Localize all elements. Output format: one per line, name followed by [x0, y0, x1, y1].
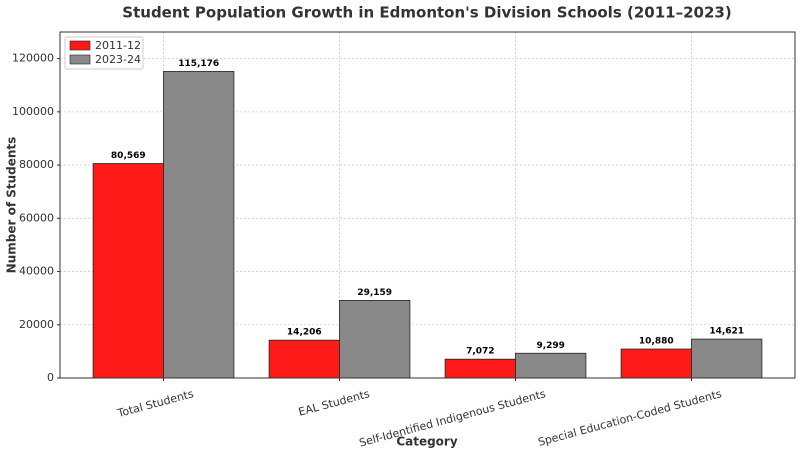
value-label: 7,072 [466, 347, 494, 357]
plot-frame [59, 31, 796, 379]
chart-title: Student Population Growth in Edmonton's … [122, 4, 731, 22]
x-tick-label: EAL Students [297, 387, 371, 419]
y-tick-label: 40000 [19, 265, 54, 278]
y-tick-label: 100000 [12, 105, 54, 118]
x-tick-label: Special Education-Coded Students [537, 387, 724, 449]
bar [620, 348, 692, 379]
x-tick-label: Total Students [115, 387, 195, 420]
x-axis-label: Category [396, 435, 458, 449]
y-tick-label: 0 [47, 371, 54, 384]
bar [515, 352, 587, 379]
value-label: 115,176 [178, 59, 219, 69]
bar [339, 299, 411, 379]
legend-swatch [69, 54, 91, 65]
y-tick-label: 60000 [19, 211, 54, 224]
bar [444, 358, 516, 379]
value-label: 14,621 [709, 327, 744, 337]
legend-swatch [69, 40, 91, 51]
value-label: 80,569 [111, 151, 146, 161]
bar [92, 163, 164, 379]
legend-label: 2023-24 [95, 53, 141, 66]
value-label: 9,299 [536, 341, 564, 351]
bar [163, 71, 235, 379]
value-label: 29,159 [357, 288, 392, 298]
bar [691, 338, 763, 379]
y-tick-label: 120000 [12, 52, 54, 65]
value-label: 10,880 [639, 337, 674, 347]
y-axis-label: Number of Students [5, 137, 19, 274]
y-tick-label: 20000 [19, 318, 54, 331]
y-tick-label: 80000 [19, 158, 54, 171]
legend-label: 2011-12 [95, 39, 141, 52]
value-label: 14,206 [287, 328, 322, 338]
bar [268, 339, 340, 379]
